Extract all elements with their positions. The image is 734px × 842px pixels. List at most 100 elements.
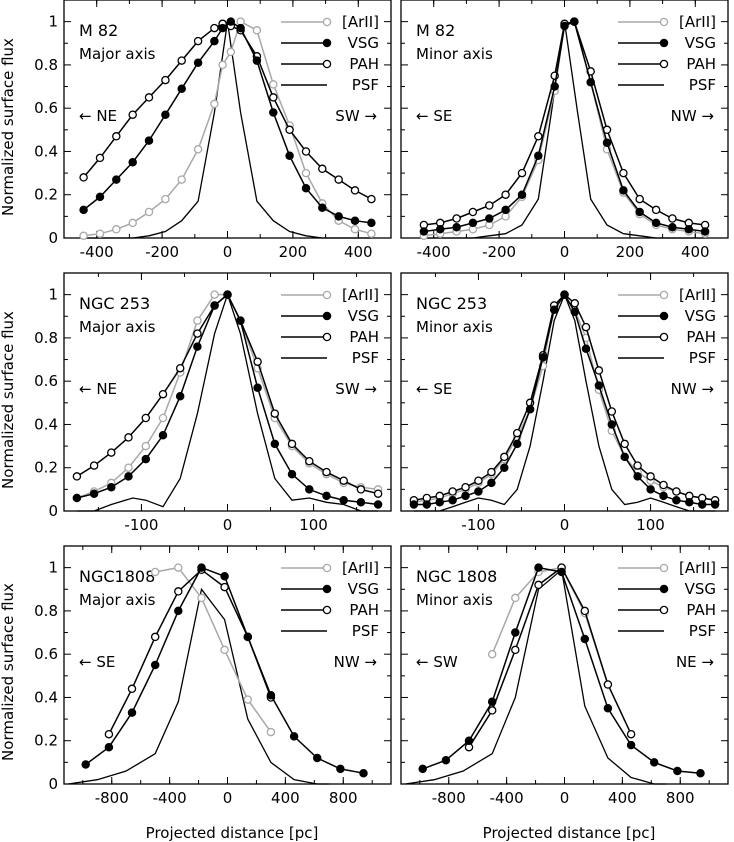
data-point-pah <box>534 132 543 141</box>
y-tick-label: 0.4 <box>34 142 58 160</box>
data-point-arii <box>124 463 133 472</box>
y-tick-label: 0.4 <box>34 688 58 706</box>
data-point-pah <box>570 299 580 308</box>
data-point-vsg <box>266 691 276 700</box>
direction-left: ← NE <box>79 380 117 398</box>
data-point-vsg <box>226 17 236 26</box>
data-point-vsg <box>350 216 360 225</box>
legend-label: PSF <box>689 349 716 367</box>
legend-label: [ArII] <box>342 13 379 31</box>
data-point-pah <box>350 186 360 195</box>
legend-label: PAH <box>349 328 379 346</box>
data-point-pah <box>487 467 496 477</box>
legend-marker <box>659 563 669 573</box>
data-point-vsg <box>673 766 682 776</box>
data-point-pah <box>318 164 327 174</box>
data-point-vsg <box>448 495 457 505</box>
data-point-pah <box>356 485 366 494</box>
legend-label: PSF <box>689 622 716 640</box>
data-point-vsg <box>534 151 543 161</box>
legend-label: [ArII] <box>342 559 379 577</box>
data-point-arii <box>161 194 170 204</box>
data-point-pah <box>461 482 470 492</box>
data-point-vsg <box>685 498 694 507</box>
data-point-vsg <box>269 108 278 117</box>
x-tick-label: 800 <box>666 789 695 807</box>
data-point-pah <box>501 190 510 199</box>
legend-marker <box>659 311 669 321</box>
data-point-vsg <box>322 491 331 501</box>
data-point-arii <box>193 145 203 154</box>
data-point-vsg <box>534 563 543 572</box>
data-point-vsg <box>619 186 628 195</box>
data-point-pah <box>452 214 461 223</box>
data-point-vsg <box>626 740 636 750</box>
data-point-pah <box>269 93 278 102</box>
legend-marker <box>659 605 669 615</box>
data-point-pah <box>619 168 628 178</box>
data-point-vsg <box>318 203 327 212</box>
data-point-pah <box>373 489 383 498</box>
data-point-vsg <box>464 736 474 745</box>
legend-label: VSG <box>685 307 716 325</box>
x-tick-label: 800 <box>329 789 358 807</box>
legend-marker <box>659 38 669 48</box>
y-tick-label: 1 <box>48 286 58 304</box>
data-point-vsg <box>633 472 642 481</box>
data-point-vsg <box>419 227 429 236</box>
data-point-vsg <box>174 606 183 616</box>
data-point-pah <box>270 409 280 418</box>
data-point-arii <box>266 727 276 737</box>
data-point-vsg <box>236 23 245 33</box>
legend-marker <box>659 59 669 69</box>
data-point-vsg <box>81 760 90 769</box>
data-point-vsg <box>580 634 590 644</box>
data-point-vsg <box>158 431 168 440</box>
data-point-pah <box>334 175 343 184</box>
legend-marker <box>659 332 669 342</box>
data-point-pah <box>144 93 154 102</box>
x-tick-label: 200 <box>279 243 308 261</box>
data-point-vsg <box>193 342 202 351</box>
data-point-vsg <box>175 392 185 401</box>
panel-5: 0 0.2 0.4 0.6 0.8 1 -800 -400 0 400 800 NGC1808 Majo… <box>34 545 392 807</box>
data-point-vsg <box>210 301 219 310</box>
data-point-pah <box>620 439 629 449</box>
axis-label: Major axis <box>79 45 156 63</box>
data-point-vsg <box>359 768 368 778</box>
galaxy-label: M 82 <box>416 21 455 40</box>
data-point-pah <box>646 472 655 481</box>
panel-3: 0 0.2 0.4 0.6 0.8 1 -100 0 100 NGC 253 Major axis ←… <box>34 272 392 534</box>
data-point-pah <box>287 439 297 449</box>
panel-2: -400 -200 0 200 400 M 82 Minor axis ← SE NW → [Ar… <box>400 0 729 261</box>
data-point-vsg <box>161 110 170 119</box>
y-tick-label: 0 <box>48 229 58 247</box>
data-point-pah <box>581 322 591 332</box>
data-point-pah <box>580 606 590 616</box>
data-point-vsg <box>468 218 478 228</box>
legend-marker <box>322 605 332 615</box>
y-tick-label: 0.8 <box>34 56 58 74</box>
data-point-vsg <box>252 56 262 65</box>
data-point-vsg <box>193 58 203 67</box>
data-point-vsg <box>594 381 604 390</box>
data-point-vsg <box>127 708 137 717</box>
data-point-vsg <box>620 452 629 462</box>
figure-ylabel: Normalized surface flux <box>0 38 17 216</box>
direction-left: ← SE <box>416 107 452 125</box>
data-point-vsg <box>517 190 527 199</box>
y-tick-label: 0 <box>48 502 58 520</box>
direction-right: NW → <box>671 380 714 398</box>
x-tick-label: -800 <box>432 789 466 807</box>
data-point-pah <box>633 461 642 470</box>
data-point-vsg <box>602 138 612 148</box>
data-point-arii <box>210 99 219 109</box>
x-tick-label: 0 <box>560 516 570 534</box>
x-tick-label: -400 <box>153 789 187 807</box>
x-tick-label: 0 <box>560 243 570 261</box>
data-point-vsg <box>672 495 681 505</box>
y-tick-label: 0.4 <box>34 415 58 433</box>
data-point-arii <box>269 80 278 89</box>
x-tick-label: 400 <box>681 243 710 261</box>
data-point-vsg <box>334 212 343 221</box>
